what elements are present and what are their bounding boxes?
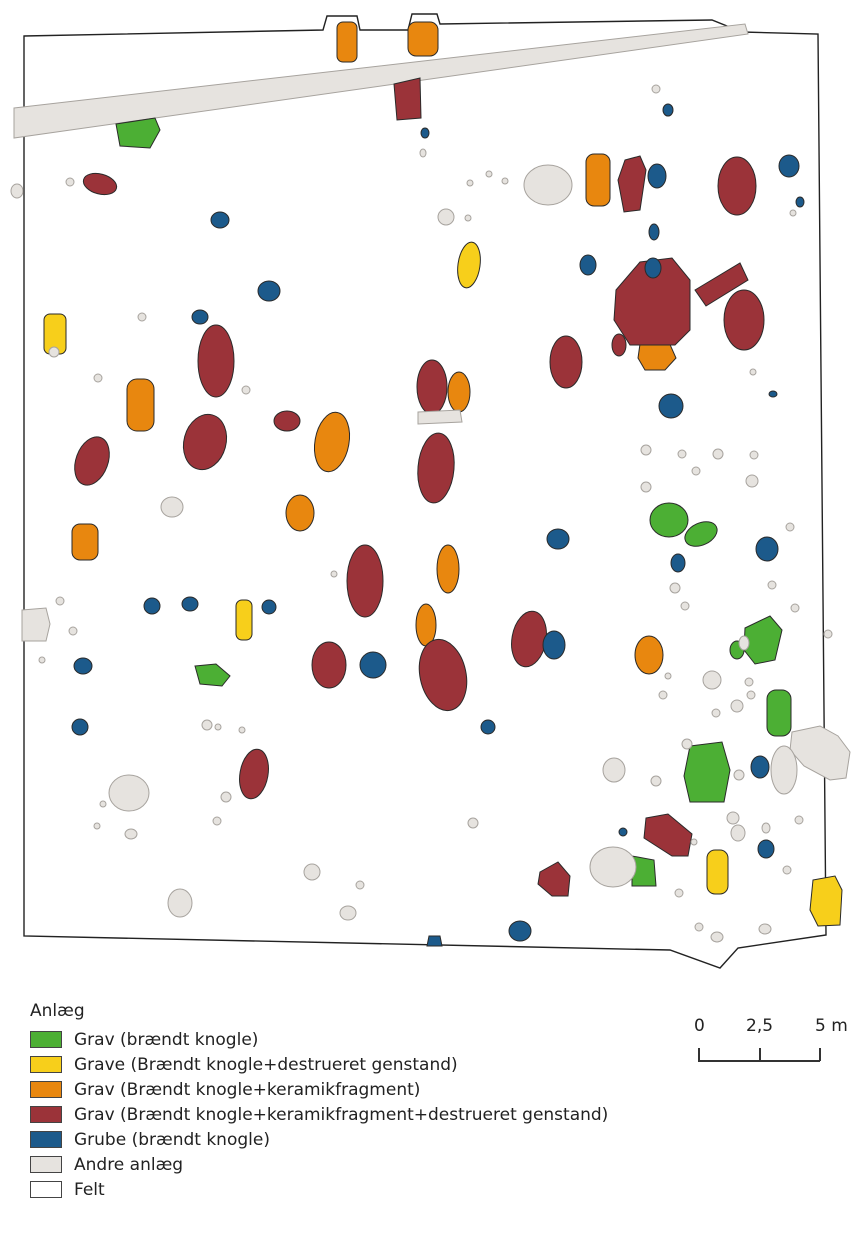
legend-swatch — [30, 1156, 62, 1173]
legend-label: Grav (Brændt knogle+keramikfragment) — [74, 1079, 421, 1100]
legend-swatch — [30, 1081, 62, 1098]
legend-item-grave-destrueret-genstand: Grave (Brændt knogle+destrueret genstand… — [30, 1052, 670, 1077]
features-orange — [71, 21, 677, 675]
legend-swatch — [30, 1131, 62, 1148]
legend-item-andre-anlaeg: Andre anlæg — [30, 1152, 670, 1177]
legend-label: Felt — [74, 1179, 105, 1200]
map-legend: Anlæg Grav (brændt knogle) Grave (Brændt… — [30, 1001, 670, 1202]
legend-label: Grav (brændt knogle) — [74, 1029, 259, 1050]
legend-item-felt: Felt — [30, 1177, 670, 1202]
features-yellow — [43, 241, 843, 927]
legend-item-grav-keramik-destrueret: Grav (Brændt knogle+keramikfragment+dest… — [30, 1102, 670, 1127]
scale-label-0: 0 — [694, 1016, 705, 1036]
scale-bar: 0 2,5 5 m — [690, 1016, 850, 1066]
scale-bar-tick — [819, 1048, 821, 1061]
legend-label: Grube (brændt knogle) — [74, 1129, 270, 1150]
features-green — [115, 117, 792, 887]
scale-label-2-5: 2,5 — [746, 1016, 774, 1036]
legend-item-grav-keramikfragment: Grav (Brændt knogle+keramikfragment) — [30, 1077, 670, 1102]
legend-item-grube: Grube (brændt knogle) — [30, 1127, 670, 1152]
legend-title: Anlæg — [30, 1001, 85, 1021]
legend-swatch — [30, 1056, 62, 1073]
features-red — [74, 77, 765, 897]
road-strip — [13, 23, 749, 139]
features-blue — [71, 103, 805, 947]
scale-bar-tick — [759, 1048, 761, 1061]
scale-label-5m: 5 m — [815, 1016, 848, 1036]
legend-swatch — [30, 1181, 62, 1198]
legend-label: Andre anlæg — [74, 1154, 184, 1175]
legend-label: Grav (Brændt knogle+keramikfragment+dest… — [74, 1104, 609, 1125]
excavation-map — [10, 13, 851, 969]
legend-swatch — [30, 1031, 62, 1048]
features-other — [10, 84, 851, 943]
legend-swatch — [30, 1106, 62, 1123]
scale-bar-tick — [698, 1048, 700, 1061]
legend-label: Grave (Brændt knogle+destrueret genstand… — [74, 1054, 458, 1075]
legend-item-grav-braendt-knogle: Grav (brændt knogle) — [30, 1027, 670, 1052]
